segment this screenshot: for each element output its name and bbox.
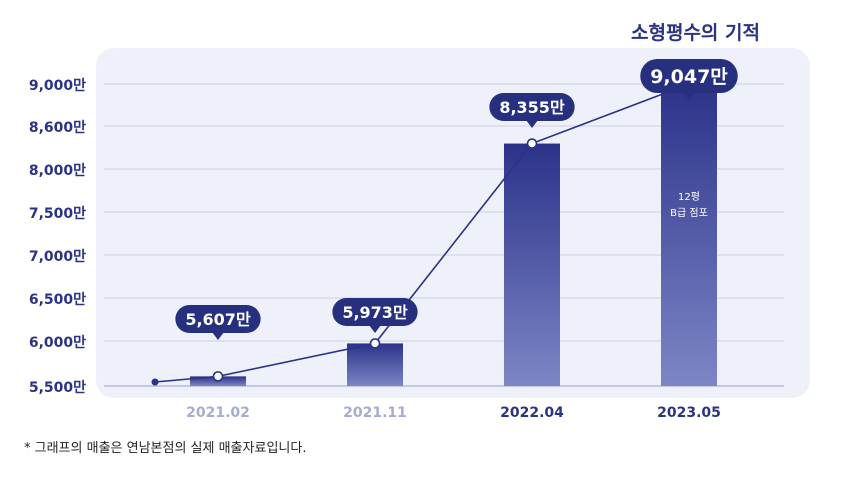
y-tick-label: 7,000만: [29, 249, 86, 265]
bars: 12평 B급 점포: [190, 84, 717, 386]
y-tick-label: 6,500만: [29, 292, 86, 308]
value-bubble: [332, 298, 418, 326]
sales-bar-chart: 5,500만 6,000만 6,500만 7,000만 7,500만 8,000만 8,60…: [29, 48, 810, 421]
trend-point: [369, 338, 381, 349]
plot-panel: [96, 48, 810, 398]
x-axis: 2021.02 2021.11 2022.04 2023.05: [186, 405, 721, 421]
value-bubble: [489, 93, 575, 121]
y-tick-label: 7,500만: [29, 206, 86, 222]
y-tick-label: 5,500만: [29, 380, 86, 396]
value-bubble-pointer: [683, 92, 695, 100]
bar-annotation: B급 점포: [670, 207, 708, 219]
y-tick-label: 9,000만: [29, 78, 86, 94]
bar: [504, 143, 560, 386]
y-axis: 5,500만 6,000만 6,500만 7,000만 7,500만 8,000만 8,60…: [29, 78, 86, 396]
data-label: 9,047만: [650, 66, 728, 88]
value-bubble-pointer: [369, 325, 381, 333]
y-tick-label: 8,600만: [29, 120, 86, 136]
data-label: 5,607만: [185, 310, 251, 329]
bar-annotation: 12평: [678, 191, 700, 203]
value-bubble-pointer: [526, 120, 538, 128]
chart-title: 소형평수의 기적: [631, 22, 760, 44]
trend-point: [526, 138, 538, 149]
x-tick-label: 2021.02: [186, 405, 250, 421]
x-tick-label: 2023.05: [657, 405, 721, 421]
bar: [661, 84, 717, 386]
value-callouts: 5,607만 5,973만 8,355만 9,047만: [175, 59, 738, 340]
value-bubble-pointer: [212, 332, 224, 340]
value-bubble: [640, 59, 738, 93]
bar: [347, 343, 403, 386]
data-label: 5,973만: [342, 303, 408, 322]
y-tick-label: 6,000만: [29, 335, 86, 351]
data-label: 8,355만: [499, 98, 565, 117]
trend-point: [212, 371, 224, 382]
trend-start-point: [151, 378, 159, 386]
y-tick-label: 8,000만: [29, 163, 86, 179]
x-tick-label: 2022.04: [500, 405, 564, 421]
x-tick-label: 2021.11: [343, 405, 407, 421]
footnote: * 그래프의 매출은 연남본점의 실제 매출자료입니다.: [24, 441, 307, 456]
value-bubble: [175, 305, 261, 333]
